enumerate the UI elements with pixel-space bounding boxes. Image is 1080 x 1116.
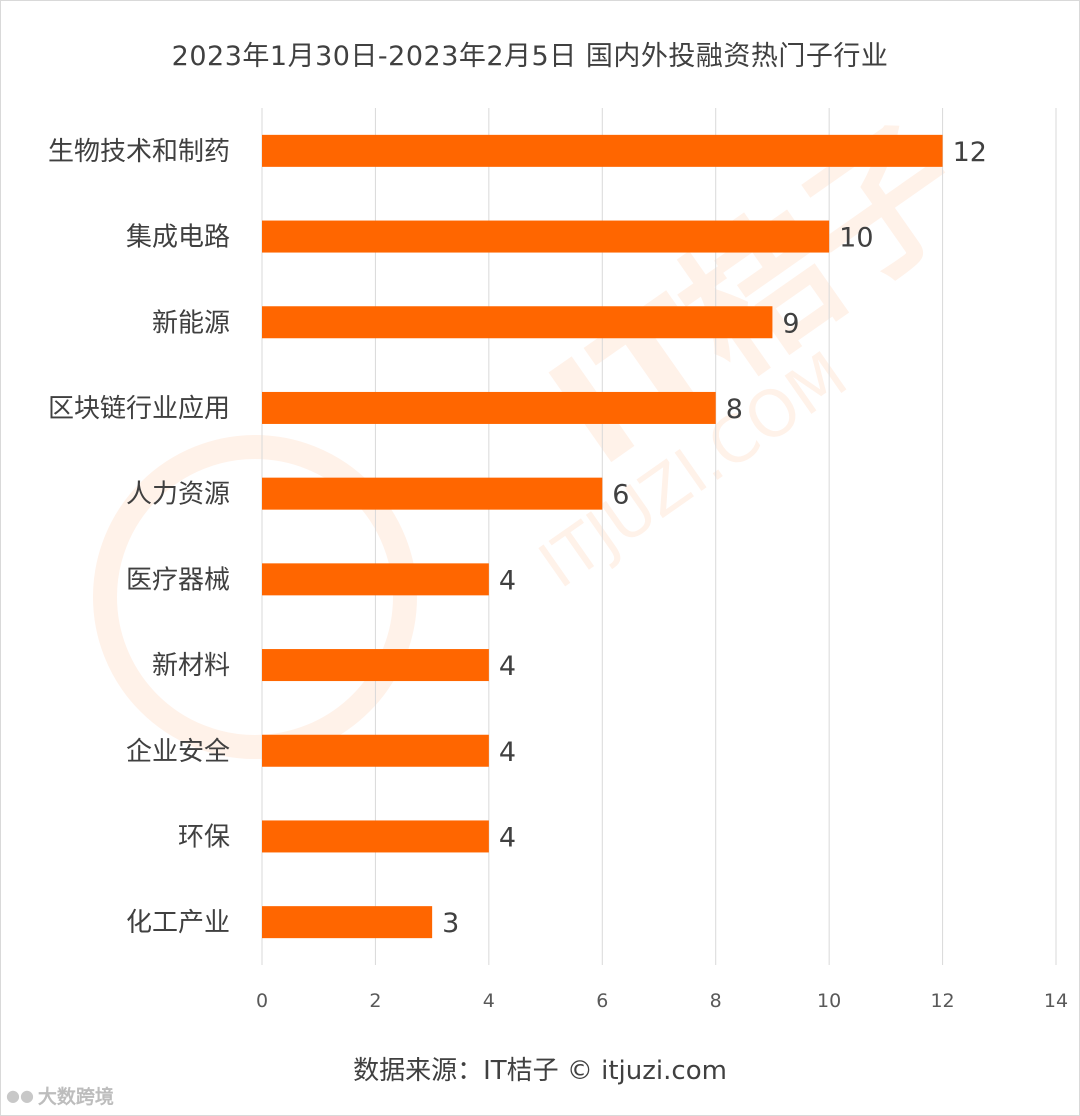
value-label: 12: [953, 137, 987, 168]
badge-label: 大数跨境: [37, 1086, 114, 1108]
value-label: 10: [839, 223, 873, 254]
logo-icon: ●●: [6, 1086, 34, 1105]
x-tick-label: 10: [817, 990, 841, 1012]
value-label: 6: [612, 480, 629, 511]
x-tick-label: 2: [369, 990, 381, 1012]
category-label: 生物技术和制药: [48, 137, 230, 167]
platform-badge: ●● 大数跨境: [6, 1082, 114, 1109]
value-label: 4: [499, 822, 516, 853]
category-label: 化工产业: [126, 908, 230, 938]
category-label: 人力资源: [126, 480, 230, 510]
x-tick-label: 14: [1044, 990, 1068, 1012]
bar: [262, 734, 489, 767]
x-tick-label: 4: [483, 990, 495, 1012]
bar: [262, 477, 603, 510]
value-label: 3: [442, 908, 459, 939]
bar: [262, 820, 489, 853]
bar: [262, 906, 433, 939]
x-tick-label: 12: [930, 990, 954, 1012]
value-label: 4: [499, 651, 516, 682]
x-tick-label: 8: [710, 990, 722, 1012]
category-label: 企业安全: [126, 737, 230, 767]
category-label: 医疗器械: [126, 565, 230, 595]
category-label: 新材料: [152, 651, 230, 681]
category-label: 集成电路: [126, 223, 230, 253]
value-label: 4: [499, 737, 516, 768]
value-label: 9: [782, 308, 799, 339]
x-tick-label: 6: [596, 990, 608, 1012]
x-tick-label: 0: [256, 990, 268, 1012]
bar: [262, 306, 773, 339]
bar: [262, 134, 943, 167]
value-label: 8: [726, 394, 743, 425]
watermark-orange-ring: [93, 435, 417, 759]
bar: [262, 649, 489, 682]
category-label: 新能源: [152, 308, 230, 338]
category-label: 环保: [178, 822, 230, 852]
bar: [262, 563, 489, 596]
value-label: 4: [499, 565, 516, 596]
chart-title: 2023年1月30日-2023年2月5日 国内外投融资热门子行业: [171, 41, 889, 72]
bar: [262, 391, 716, 424]
category-label: 区块链行业应用: [48, 394, 230, 424]
data-source: 数据来源：IT桔子 © itjuzi.com: [353, 1056, 727, 1086]
bar: [262, 220, 830, 253]
